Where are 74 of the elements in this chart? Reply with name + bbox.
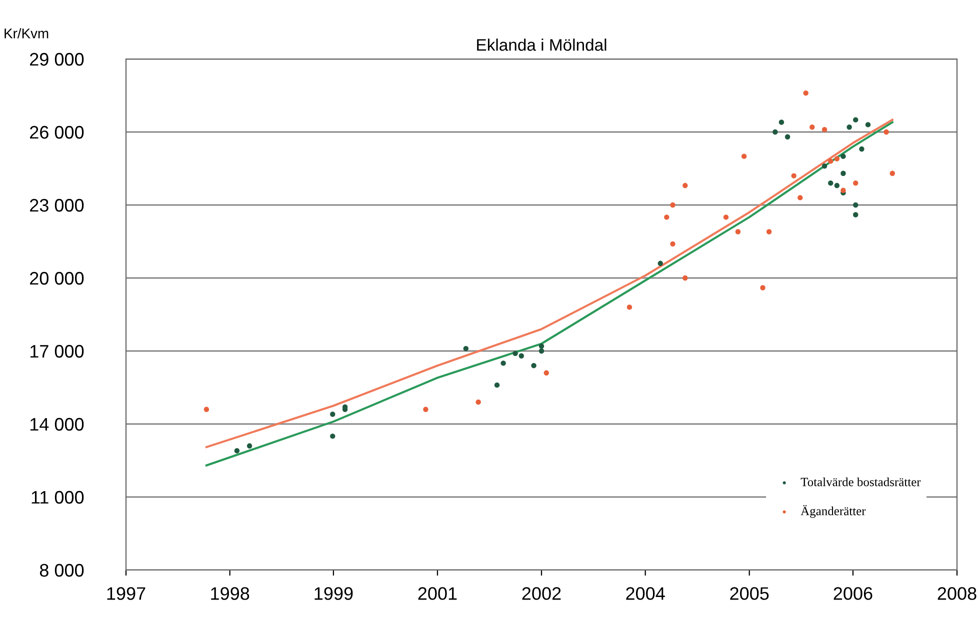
point [853,117,858,122]
point [500,360,506,366]
x-tick-label: 2001 [418,587,457,600]
y-tick-label: 20 000 [30,272,84,285]
x-tick-label: 2006 [834,587,872,600]
point [760,285,766,290]
y-tick-label: 11 000 [32,490,84,504]
point [791,173,796,178]
point [682,182,688,188]
point [538,348,544,354]
point [865,122,871,128]
x-tick-label: 1999 [314,587,353,600]
legend-label: Totalvärde bostadsrätter [800,477,921,486]
x-tick-label: 1997 [107,587,146,600]
point [234,448,240,454]
point [822,126,828,132]
point [476,400,481,405]
chart-title: Eklanda i Mölndal [477,38,606,51]
point [544,370,549,376]
point [840,154,846,159]
point [518,353,524,358]
point [204,406,210,412]
y-tick-label: 26 000 [30,126,84,139]
point [670,202,676,208]
point [664,214,670,220]
point [538,344,544,349]
point [853,180,858,186]
point [834,156,840,162]
point [846,124,852,130]
point [512,350,518,356]
point [766,229,772,234]
point [330,434,336,439]
point [803,90,808,96]
point [810,124,815,130]
point [531,363,536,368]
point [840,170,846,176]
point [859,146,864,152]
point [828,180,834,186]
point [723,214,729,220]
x-tick-label: 2008 [938,587,976,600]
point [330,412,336,417]
point [853,202,858,208]
point [784,134,790,140]
point [658,260,663,266]
point [741,154,747,159]
point [834,182,840,188]
x-tick-label: 1998 [211,587,250,600]
point [840,188,846,193]
y-tick-label: 17 000 [30,344,84,358]
point [884,129,889,135]
y-axis-title: Kr/Kvm [4,28,48,38]
point [828,158,834,164]
y-tick-label: 8 000 [40,564,84,577]
point [626,304,632,310]
point [463,346,469,352]
point [682,275,688,281]
point [772,129,778,135]
point [778,120,784,125]
point [423,406,428,412]
y-tick-label: 14 000 [30,418,84,431]
point [670,241,676,247]
point [822,163,828,169]
x-tick-label: 2004 [626,587,665,600]
legend-label: Äganderätter [800,505,866,518]
y-tick-label: 29 000 [30,52,84,66]
point [890,170,895,176]
point [853,212,858,218]
y-tick-label: 23 000 [30,198,84,212]
x-tick-label: 2002 [522,587,561,600]
point [798,195,803,200]
point [735,229,741,234]
x-tick-label: 2005 [730,587,769,600]
point [246,443,252,448]
point [494,382,500,388]
